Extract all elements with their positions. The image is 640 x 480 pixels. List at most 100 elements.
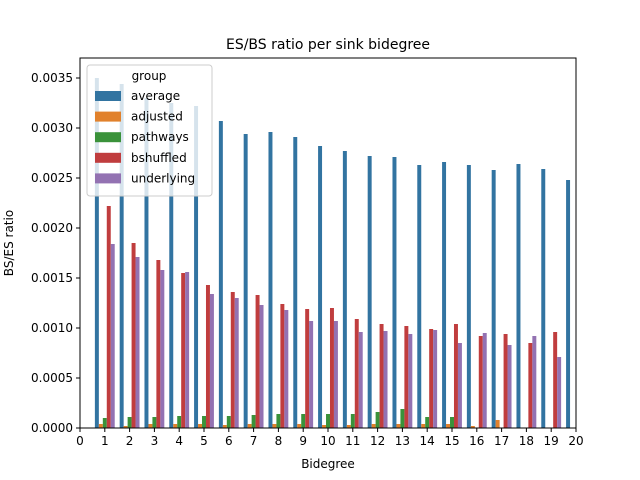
bar-pathways-15 [450,417,454,428]
x-tick-label: 7 [250,434,258,448]
legend-label-bshuffled: bshuffled [131,151,187,165]
x-tick-label: 13 [395,434,410,448]
bar-bshuffled-15 [453,324,458,428]
x-tick-label: 6 [225,434,233,448]
x-tick-label: 16 [469,434,484,448]
bar-bshuffled-13 [404,326,409,428]
bar-average-12 [367,156,372,428]
bar-adjusted-2 [123,426,128,428]
bar-pathways-10 [326,414,330,428]
bar-average-14 [417,165,422,428]
bar-average-3 [144,98,149,428]
bar-bshuffled-16 [478,336,483,428]
y-tick-label: 0.0005 [31,371,73,385]
bar-underlying-11 [358,332,363,428]
bar-adjusted-13 [396,424,401,428]
bar-bshuffled-12 [379,324,384,428]
bar-pathways-9 [301,414,306,428]
bar-pathways-6 [226,416,231,428]
legend-title: group [132,69,167,83]
x-tick-label: 14 [420,434,435,448]
bar-adjusted-17 [495,420,500,428]
bar-average-9 [293,137,298,428]
plot-frame [79,57,577,429]
bar-underlying-18 [532,336,537,428]
bar-bshuffled-9 [305,309,310,428]
bar-pathways-5 [202,416,206,428]
bar-underlying-14 [433,330,438,428]
bar-bshuffled-14 [429,329,434,428]
legend-swatch-bshuffled [95,152,121,163]
bar-bshuffled-4 [181,273,186,428]
legend-swatch-average [95,91,121,101]
bar-adjusted-14 [421,424,426,428]
bar-bshuffled-2 [131,243,136,428]
bar-underlying-16 [482,333,487,428]
bar-bshuffled-17 [503,334,508,428]
x-tick-label: 11 [345,434,360,448]
bar-bshuffled-11 [354,319,359,428]
bar-adjusted-10 [322,425,327,428]
bar-pathways-12 [375,412,380,428]
bar-bshuffled-1 [106,206,111,428]
bar-average-13 [392,157,397,428]
x-tick-label: 0 [76,434,84,448]
y-tick-label: 0.0015 [31,271,73,285]
bar-average-2 [119,84,124,428]
bar-adjusted-1 [98,424,103,428]
y-axis-title: BS/ES ratio [2,210,16,276]
bar-underlying-8 [284,310,289,428]
bar-underlying-2 [135,257,140,428]
bar-average-10 [318,146,323,428]
bar-bshuffled-5 [205,285,210,428]
bar-bshuffled-10 [329,308,334,428]
x-tick-label: 2 [126,434,134,448]
legend-label-pathways: pathways [131,130,189,144]
x-tick-label: 1 [101,434,109,448]
bar-average-19 [541,169,546,428]
bar-underlying-12 [383,331,388,428]
y-tick-label: 0.0035 [31,71,73,85]
bar-underlying-13 [408,334,413,428]
bar-average-8 [268,132,273,428]
bar-underlying-15 [457,343,462,428]
bar-pathways-3 [152,417,157,428]
bar-average-4 [169,103,174,428]
legend-swatch-pathways [95,132,121,143]
bar-pathways-1 [102,418,107,428]
bar-average-5 [194,106,199,428]
x-tick-label: 5 [200,434,208,448]
bar-pathways-8 [276,414,281,428]
bar-adjusted-12 [371,424,376,428]
y-tick-label: 0.0030 [31,121,73,135]
x-tick-label: 18 [519,434,534,448]
x-tick-label: 19 [544,434,559,448]
y-tick-label: 0.0010 [31,321,73,335]
bar-underlying-6 [234,298,239,428]
bar-average-6 [218,121,223,428]
bar-average-11 [342,151,347,428]
bar-underlying-4 [185,272,190,428]
bar-average-7 [243,134,248,428]
bar-pathways-14 [425,417,430,428]
x-tick-label: 4 [175,434,183,448]
bar-underlying-3 [160,270,165,428]
bar-underlying-19 [557,357,562,428]
bar-adjusted-11 [346,425,351,428]
legend-label-average: average [131,89,180,103]
bar-adjusted-6 [222,425,227,428]
x-tick-label: 15 [444,434,459,448]
bar-underlying-9 [309,321,314,428]
bar-bshuffled-3 [156,260,161,428]
y-tick-label: 0.0020 [31,221,73,235]
bar-underlying-17 [507,345,512,428]
bar-bshuffled-19 [553,332,558,428]
legend-label-underlying: underlying [131,171,195,185]
bar-bshuffled-6 [230,292,235,428]
bar-bshuffled-18 [528,343,533,428]
y-tick-label: 0.0025 [31,171,73,185]
bar-bshuffled-8 [280,304,285,428]
y-axis: 0.0000 0.0005 0.0010 0.0015 0.0020 0.0025 0.00… [31,71,80,435]
bar-adjusted-9 [297,424,302,428]
